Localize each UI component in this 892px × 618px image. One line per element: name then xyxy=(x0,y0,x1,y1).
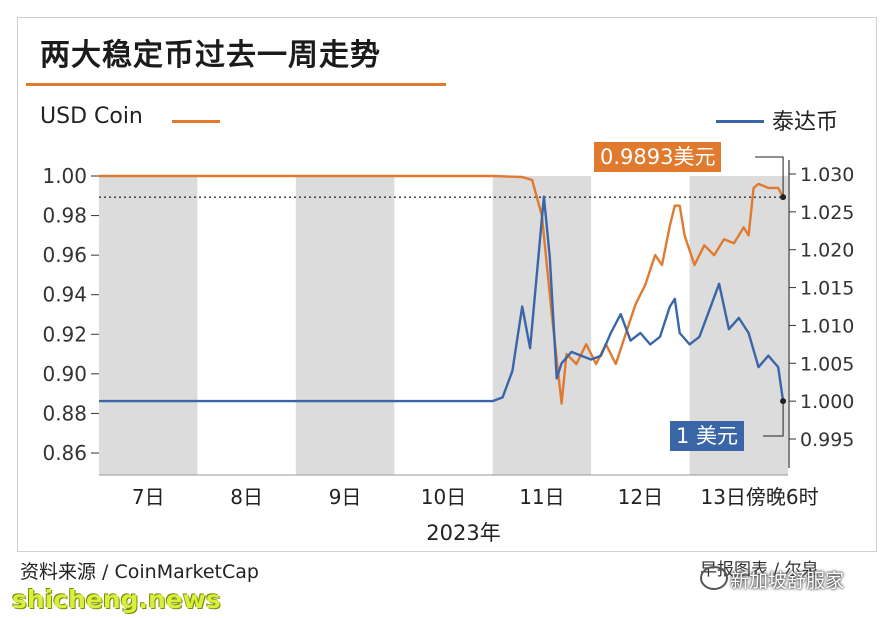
left-tick-label-3: 0.94 xyxy=(42,283,87,307)
watermark-account: 新加坡舒服家 xyxy=(730,570,845,592)
usdc-callout-leader xyxy=(755,156,784,198)
right-tick-label-1: 1.025 xyxy=(800,202,854,224)
x-tick-label-6: 13日傍晚6时 xyxy=(700,485,818,509)
x-tick-label-1: 8日 xyxy=(230,485,263,509)
series-line-usdt xyxy=(99,195,785,403)
left-tick-label-6: 0.88 xyxy=(42,401,87,425)
left-tick-label-4: 0.92 xyxy=(42,322,87,346)
x-axis-label: 2023年 xyxy=(426,521,500,545)
series-line-usdc xyxy=(99,174,785,405)
left-tick-label-0: 1.00 xyxy=(42,164,87,188)
right-tick-label-3: 1.015 xyxy=(800,278,854,300)
callout-usdt: 1 美元 xyxy=(670,421,745,451)
right-tick-label-4: 1.010 xyxy=(800,315,854,337)
right-tick-label-7: 0.995 xyxy=(800,429,854,451)
day-band-2 xyxy=(295,176,395,475)
legend-usdc-swatch xyxy=(172,120,220,123)
x-tick-label-3: 10日 xyxy=(421,485,466,509)
left-tick-label-5: 0.90 xyxy=(42,362,87,386)
day-band-0 xyxy=(99,176,198,475)
left-tick-label-7: 0.86 xyxy=(42,441,87,465)
legend-usdt: 泰达币 xyxy=(772,104,838,136)
usdt-callout-leader xyxy=(763,401,784,437)
callout-usdc: 0.9893美元 xyxy=(594,142,722,172)
source-note: 资料来源 / CoinMarketCap xyxy=(20,561,259,583)
legend-usdt-label: 泰达币 xyxy=(772,110,839,135)
right-tick-label-2: 1.020 xyxy=(800,240,854,262)
graphic-credit: 早报图表 / 尔泉 xyxy=(700,560,819,580)
chart-title: 两大稳定币过去一周走势 xyxy=(40,38,381,73)
title-underline xyxy=(26,83,446,86)
left-tick-label-1: 0.98 xyxy=(42,204,87,228)
wechat-icon xyxy=(700,566,728,590)
x-tick-label-2: 9日 xyxy=(329,485,362,509)
legend-usdt-swatch xyxy=(716,120,764,123)
right-tick-label-6: 1.000 xyxy=(800,391,854,413)
legend-usdc-label: USD Coin xyxy=(40,104,143,129)
watermark-site: shicheng.news xyxy=(12,585,221,614)
x-tick-label-5: 12日 xyxy=(618,485,663,509)
x-tick-label-4: 11日 xyxy=(519,485,564,509)
right-tick-label-5: 1.005 xyxy=(800,353,854,375)
x-tick-label-0: 7日 xyxy=(132,485,165,509)
right-tick-label-0: 1.030 xyxy=(800,164,854,186)
legend-usdc: USD Coin xyxy=(40,104,143,129)
left-tick-label-2: 0.96 xyxy=(42,243,87,267)
